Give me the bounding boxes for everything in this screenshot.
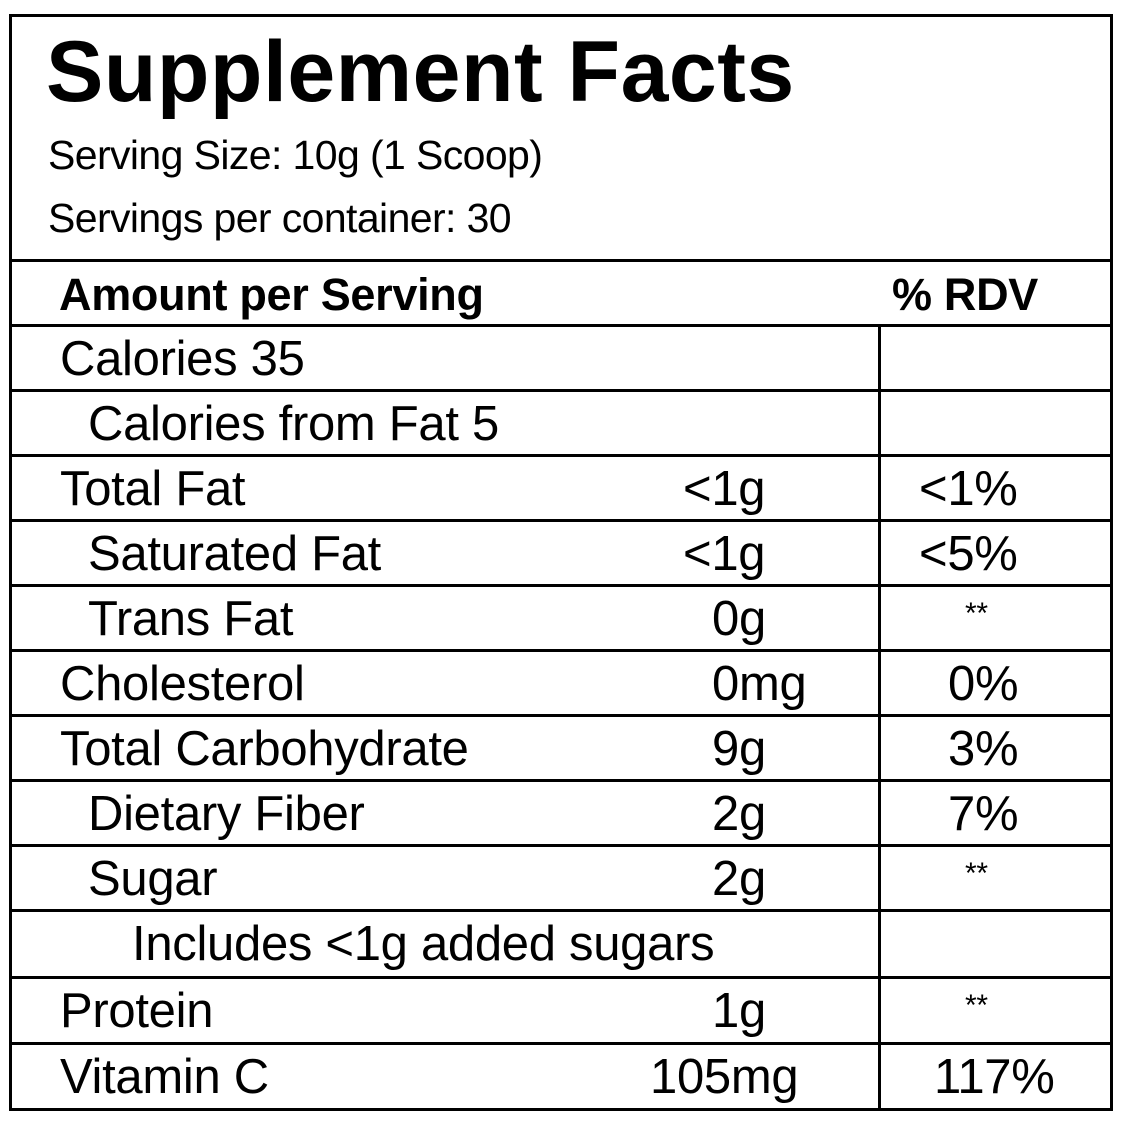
- nutrient-amount: 2g: [712, 852, 766, 906]
- nutrient-row: Includes <1g added sugars: [12, 912, 1110, 977]
- row-divider: [9, 649, 1113, 652]
- nutrient-row: Calories 35: [12, 327, 1110, 392]
- nutrient-name: Calories from Fat 5: [88, 397, 499, 451]
- nutrient-name: Cholesterol: [60, 657, 305, 711]
- nutrient-rdv: 0%: [948, 657, 1019, 711]
- nutrient-rdv: 7%: [948, 787, 1019, 841]
- nutrient-amount: 0g: [712, 592, 766, 646]
- nutrient-rdv: 3%: [948, 722, 1019, 776]
- nutrient-amount: 9g: [712, 722, 766, 776]
- nutrient-rdv: <5%: [919, 527, 1018, 581]
- nutrient-row: Saturated Fat <1g <5%: [12, 522, 1110, 587]
- row-divider: [9, 454, 1113, 457]
- nutrient-name: Total Fat: [60, 462, 246, 516]
- nutrient-row: Calories from Fat 5: [12, 392, 1110, 457]
- nutrient-rdv: **: [965, 857, 988, 890]
- header-row: Amount per Serving % RDV: [12, 262, 1110, 327]
- nutrient-name: Saturated Fat: [88, 527, 381, 581]
- nutrient-amount: 105mg: [650, 1050, 799, 1104]
- row-divider: [9, 779, 1113, 782]
- nutrient-row: Dietary Fiber 2g 7%: [12, 782, 1110, 847]
- nutrient-row: Vitamin C 105mg 117%: [12, 1045, 1110, 1110]
- row-divider: [9, 519, 1113, 522]
- nutrient-amount: <1g: [683, 527, 766, 581]
- servings-per-container: Servings per container: 30: [48, 195, 512, 241]
- nutrient-row: Protein 1g **: [12, 979, 1110, 1044]
- nutrient-amount: 0mg: [712, 657, 807, 711]
- nutrient-row: Trans Fat 0g **: [12, 587, 1110, 652]
- rdv-header: % RDV: [892, 269, 1039, 320]
- row-divider: [9, 584, 1113, 587]
- nutrient-name: Includes <1g added sugars: [132, 917, 715, 971]
- panel-title: Supplement Facts: [46, 24, 795, 120]
- divider: [9, 259, 1113, 262]
- column-divider: [878, 326, 881, 1108]
- nutrient-row: Sugar 2g **: [12, 847, 1110, 912]
- nutrient-row: Total Fat <1g <1%: [12, 457, 1110, 522]
- row-divider: [9, 324, 1113, 327]
- nutrient-rdv: <1%: [919, 462, 1018, 516]
- nutrient-row: Total Carbohydrate 9g 3%: [12, 717, 1110, 782]
- nutrient-amount: 1g: [712, 984, 766, 1038]
- nutrient-name: Calories 35: [60, 332, 305, 386]
- nutrient-rdv: **: [965, 597, 988, 630]
- row-divider: [9, 909, 1113, 912]
- row-divider: [9, 976, 1113, 979]
- nutrient-name: Trans Fat: [88, 592, 294, 646]
- amount-header: Amount per Serving: [59, 269, 484, 320]
- nutrient-amount: <1g: [683, 462, 766, 516]
- supplement-facts-panel: [9, 14, 1113, 1111]
- nutrient-name: Protein: [60, 984, 214, 1038]
- nutrient-row: Cholesterol 0mg 0%: [12, 652, 1110, 717]
- nutrient-name: Dietary Fiber: [88, 787, 365, 841]
- row-divider: [9, 714, 1113, 717]
- serving-size: Serving Size: 10g (1 Scoop): [48, 132, 543, 178]
- nutrient-name: Total Carbohydrate: [60, 722, 469, 776]
- row-divider: [9, 389, 1113, 392]
- nutrient-amount: 2g: [712, 787, 766, 841]
- nutrient-rdv: **: [965, 989, 988, 1022]
- nutrient-name: Sugar: [88, 852, 218, 906]
- row-divider: [9, 844, 1113, 847]
- nutrient-name: Vitamin C: [60, 1050, 269, 1104]
- nutrient-rdv: 117%: [934, 1050, 1055, 1104]
- row-divider: [9, 1042, 1113, 1045]
